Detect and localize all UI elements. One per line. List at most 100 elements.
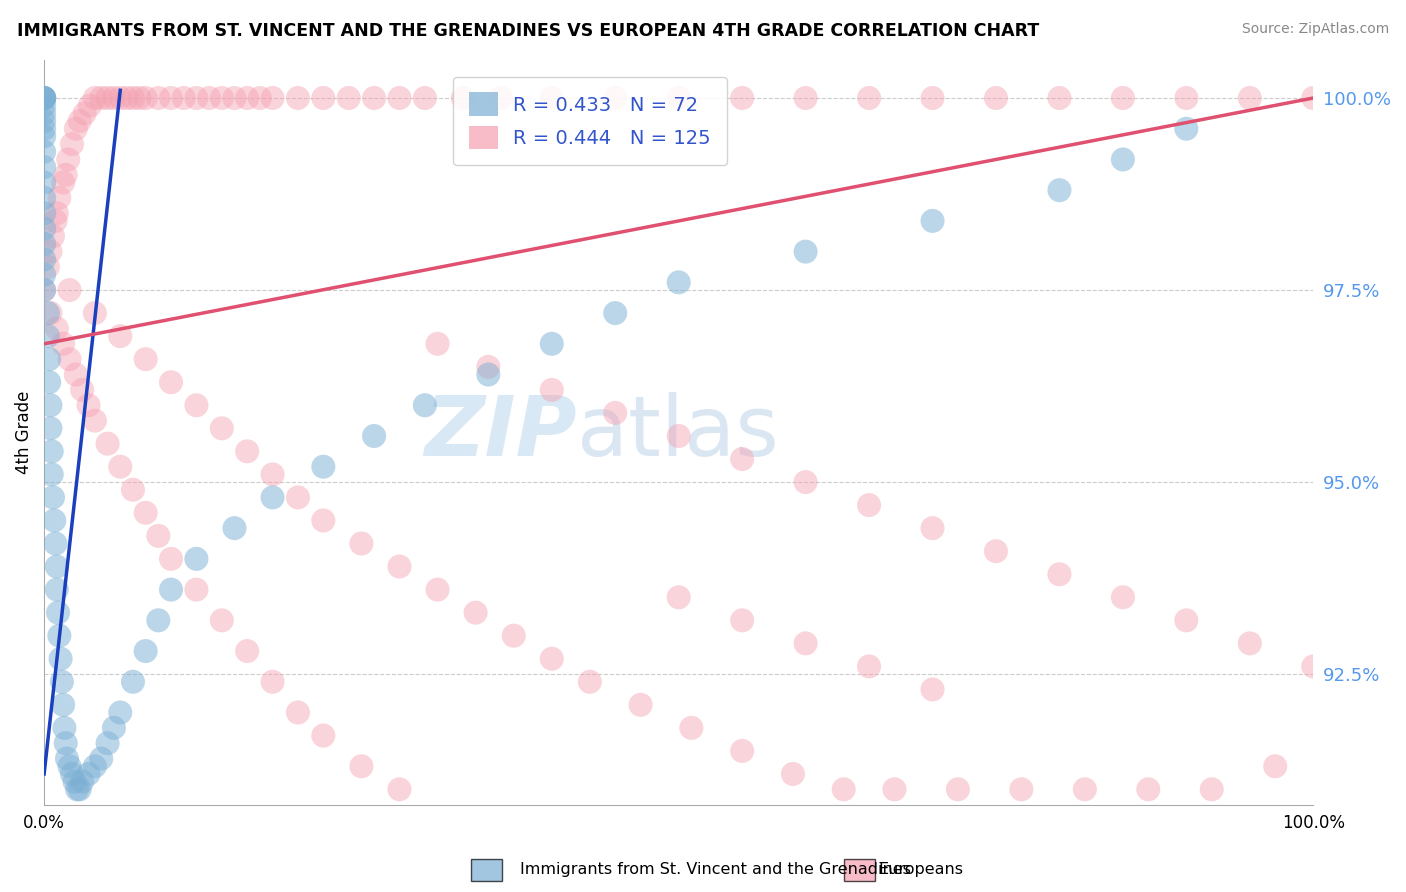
- Point: [32, 252, 55, 267]
- Point: [110, 329, 132, 343]
- Point: [1264, 759, 1286, 773]
- Point: [794, 475, 817, 489]
- Point: [388, 559, 411, 574]
- Point: [66, 782, 89, 797]
- Point: [921, 521, 943, 535]
- Point: [32, 91, 55, 105]
- Point: [69, 114, 91, 128]
- Point: [39, 398, 62, 412]
- Point: [160, 582, 183, 597]
- Point: [42, 491, 65, 505]
- Point: [58, 153, 80, 167]
- Point: [262, 491, 284, 505]
- Point: [32, 191, 55, 205]
- Point: [60, 137, 83, 152]
- Point: [186, 552, 208, 566]
- Point: [668, 91, 690, 105]
- Point: [83, 414, 105, 428]
- Point: [135, 644, 157, 658]
- Point: [262, 91, 284, 105]
- Point: [1049, 91, 1071, 105]
- Point: [236, 91, 259, 105]
- Point: [1049, 183, 1071, 197]
- Point: [58, 352, 80, 367]
- Point: [60, 767, 83, 781]
- Point: [38, 375, 60, 389]
- Point: [55, 168, 77, 182]
- Point: [731, 452, 754, 467]
- Point: [363, 429, 385, 443]
- Text: Immigrants from St. Vincent and the Grenadines: Immigrants from St. Vincent and the Gren…: [520, 863, 911, 877]
- Point: [83, 91, 105, 105]
- Point: [186, 582, 208, 597]
- Point: [69, 782, 91, 797]
- Point: [540, 651, 562, 665]
- Point: [122, 483, 145, 497]
- Point: [42, 229, 65, 244]
- Point: [921, 682, 943, 697]
- Point: [337, 91, 360, 105]
- Point: [287, 91, 309, 105]
- Point: [83, 306, 105, 320]
- Y-axis label: 4th Grade: 4th Grade: [15, 391, 32, 474]
- Point: [83, 759, 105, 773]
- Point: [63, 774, 86, 789]
- Point: [236, 644, 259, 658]
- Point: [1201, 782, 1223, 797]
- Point: [224, 521, 246, 535]
- Point: [540, 91, 562, 105]
- Point: [287, 491, 309, 505]
- Point: [236, 444, 259, 458]
- Point: [65, 368, 87, 382]
- Text: Europeans: Europeans: [879, 863, 963, 877]
- Point: [52, 698, 75, 712]
- Point: [32, 91, 55, 105]
- Point: [52, 336, 75, 351]
- Point: [502, 629, 524, 643]
- Point: [1175, 121, 1198, 136]
- Point: [41, 467, 63, 482]
- Point: [668, 591, 690, 605]
- Point: [681, 721, 703, 735]
- Point: [52, 176, 75, 190]
- Point: [630, 698, 652, 712]
- Point: [363, 91, 385, 105]
- Point: [32, 221, 55, 235]
- Point: [312, 91, 335, 105]
- Point: [48, 191, 70, 205]
- Point: [32, 283, 55, 297]
- Point: [477, 359, 499, 374]
- Point: [1239, 91, 1261, 105]
- Point: [32, 283, 55, 297]
- Point: [41, 444, 63, 458]
- Point: [65, 121, 87, 136]
- Point: [211, 613, 233, 627]
- Point: [32, 236, 55, 251]
- Point: [77, 398, 100, 412]
- Point: [37, 306, 59, 320]
- Point: [1074, 782, 1097, 797]
- Point: [90, 91, 112, 105]
- Point: [312, 513, 335, 527]
- Point: [37, 329, 59, 343]
- Point: [1112, 591, 1135, 605]
- Point: [32, 176, 55, 190]
- Point: [73, 106, 96, 120]
- Point: [262, 674, 284, 689]
- Point: [1302, 659, 1324, 673]
- Point: [39, 244, 62, 259]
- Point: [110, 91, 132, 105]
- Point: [135, 506, 157, 520]
- Point: [731, 91, 754, 105]
- Point: [1302, 91, 1324, 105]
- Point: [160, 91, 183, 105]
- Point: [70, 774, 93, 789]
- Point: [32, 268, 55, 282]
- Point: [45, 321, 67, 335]
- Point: [668, 276, 690, 290]
- Point: [70, 383, 93, 397]
- Point: [160, 552, 183, 566]
- Point: [122, 91, 145, 105]
- Point: [77, 767, 100, 781]
- Point: [45, 582, 67, 597]
